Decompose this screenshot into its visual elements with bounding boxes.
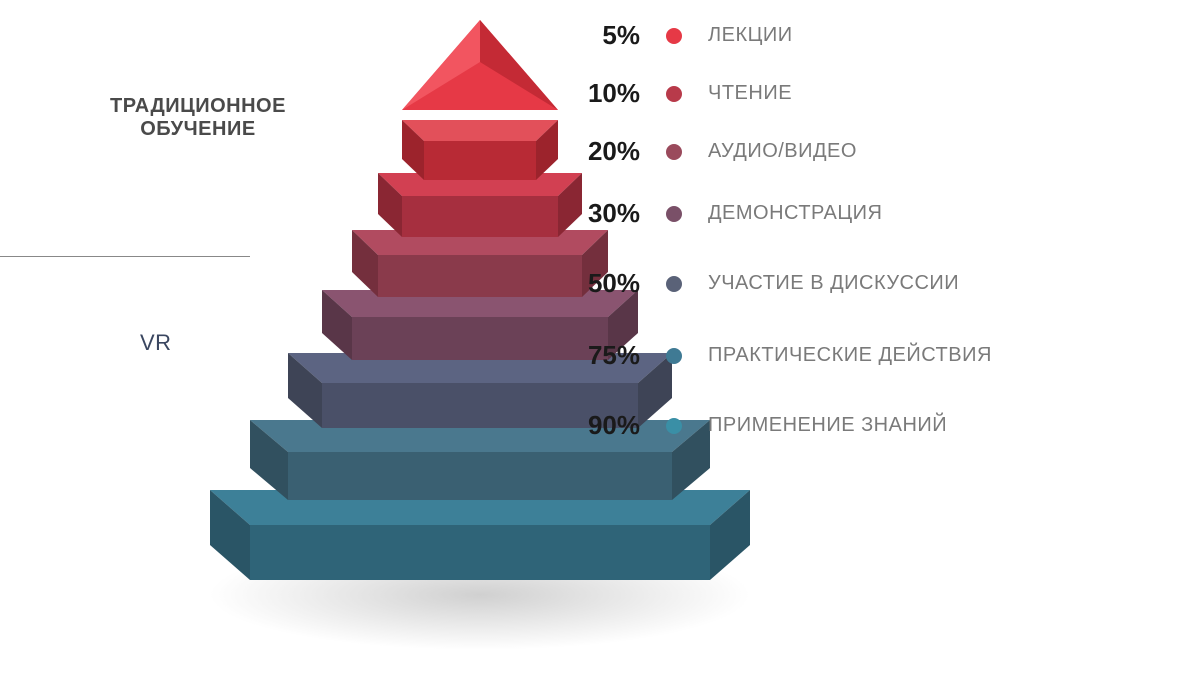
legend-row-7: 90% ПРИМЕНЕНИЕ ЗНАНИЙ [560,410,947,441]
legend-row-6: 75% ПРАКТИЧЕСКИЕ ДЕЙСТВИЯ [560,340,992,371]
legend-dot-1 [666,28,682,44]
legend-dot-6 [666,348,682,364]
legend-label-6: ПРАКТИЧЕСКИЕ ДЕЙСТВИЯ [708,344,992,367]
pyramid-level-7 [210,490,750,580]
legend-label-2: ЧТЕНИЕ [708,82,792,105]
vr-label: VR [140,330,172,356]
legend-label-1: ЛЕКЦИИ [708,24,793,47]
legend-pct-4: 30% [560,198,640,229]
pyramid-level-1 [402,120,558,180]
legend-row-2: 10% ЧТЕНИЕ [560,78,792,109]
legend-row-1: 5% ЛЕКЦИИ [560,20,793,51]
legend-label-7: ПРИМЕНЕНИЕ ЗНАНИЙ [708,414,947,437]
legend-dot-3 [666,144,682,160]
pyramid-apex [402,20,558,110]
pyramid-level-2 [378,173,582,237]
legend-pct-7: 90% [560,410,640,441]
legend-row-3: 20% АУДИО/ВИДЕО [560,136,857,167]
legend-pct-6: 75% [560,340,640,371]
legend-pct-3: 20% [560,136,640,167]
legend-dot-7 [666,418,682,434]
legend-dot-5 [666,276,682,292]
legend-pct-2: 10% [560,78,640,109]
legend-dot-4 [666,206,682,222]
chart-container: ТРАДИЦИОННОЕ ОБУЧЕНИЕ VR [0,0,1200,674]
legend-label-3: АУДИО/ВИДЕО [708,140,857,163]
legend-pct-1: 5% [560,20,640,51]
legend-row-4: 30% ДЕМОНСТРАЦИЯ [560,198,883,229]
legend-label-4: ДЕМОНСТРАЦИЯ [708,202,883,225]
legend-row-5: 50% УЧАСТИЕ В ДИСКУССИИ [560,268,959,299]
legend-pct-5: 50% [560,268,640,299]
legend-label-5: УЧАСТИЕ В ДИСКУССИИ [708,272,959,295]
legend-dot-2 [666,86,682,102]
